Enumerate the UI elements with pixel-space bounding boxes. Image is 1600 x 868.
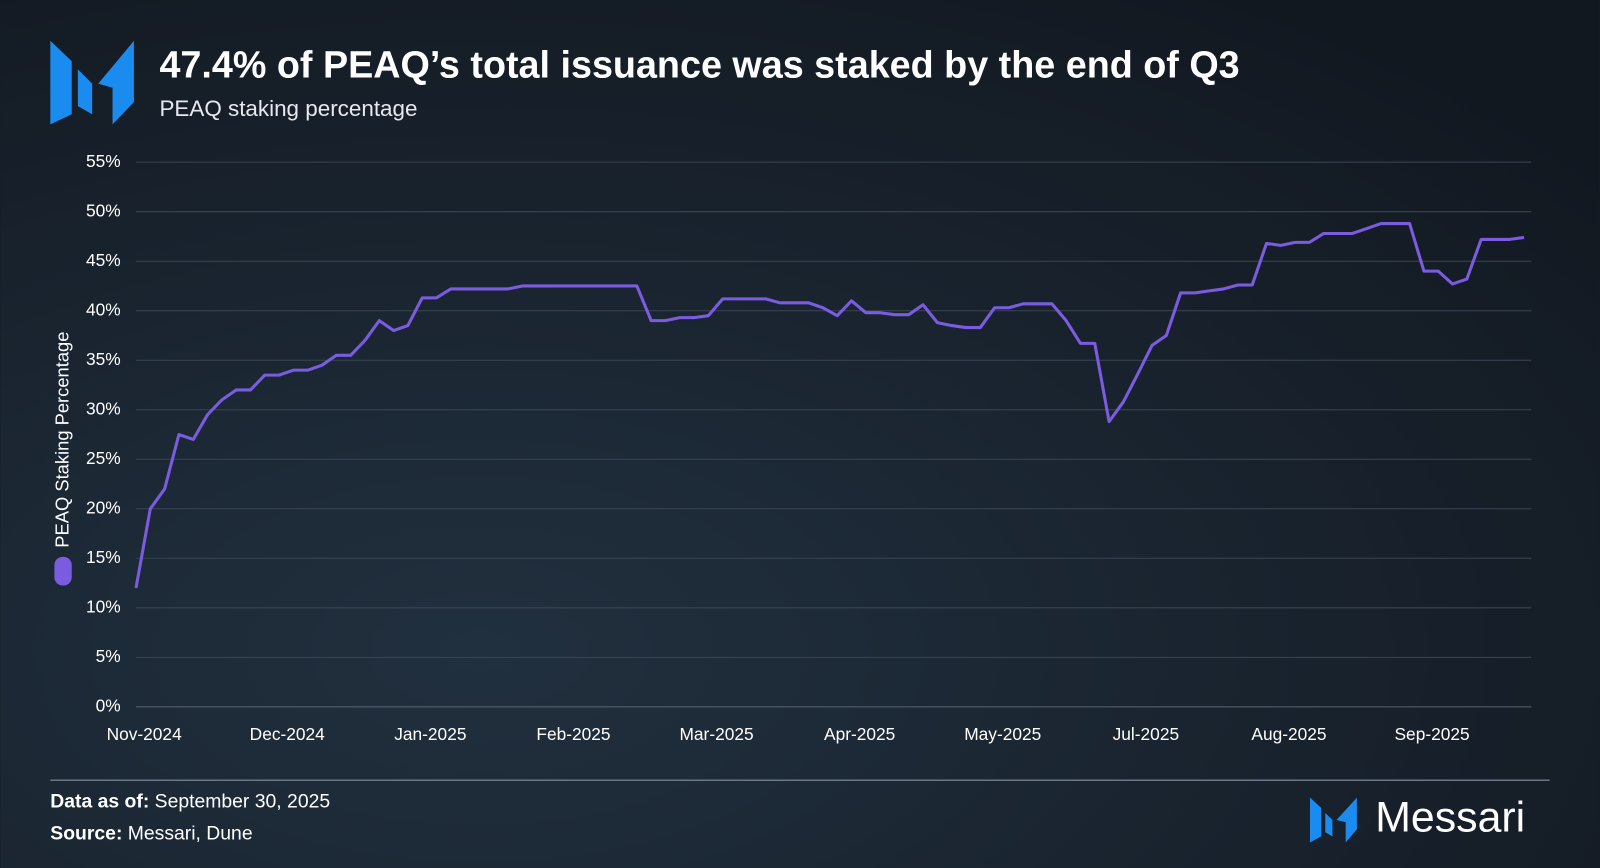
y-tick-label: 35% [86,349,121,369]
brand-name: Messari [1375,793,1525,841]
x-tick-label: Apr-2025 [824,724,895,744]
x-tick-label: May-2025 [964,724,1041,744]
y-tick-label: 20% [86,497,121,517]
y-tick-label: 15% [86,547,121,567]
legend-swatch [54,556,72,586]
y-tick-label: 50% [86,200,121,220]
date: September 30, 2025 [155,791,330,813]
x-tick-label: Feb-2025 [536,724,610,744]
x-tick-label: Jul-2025 [1113,724,1179,744]
source: Messari, Dune [128,822,253,844]
x-tick-label: Sep-2025 [1395,724,1470,744]
y-tick-label: 0% [96,695,121,715]
x-tick-label: Dec-2024 [250,724,325,744]
date-label: Data as of: [50,791,149,813]
x-tick-label: Jan-2025 [394,724,466,744]
logo [50,40,134,125]
line-series [134,222,1525,589]
y-tick-label: 25% [86,448,121,468]
y-tick-label: 40% [86,299,121,319]
x-tick-label: Mar-2025 [679,724,753,744]
x-tick-label: Nov-2024 [107,724,182,744]
plot: 0% 5% 10% 15% 20% 25% 30% 35% 40% 45% 50% 55% Nov-20… [51,151,1532,744]
y-tick-label: 45% [86,250,121,270]
legend-label: PEAQ Staking Percentage [51,332,72,548]
y-tick-label: 10% [86,596,121,616]
footer-date: Data as of: September 30, 2025 [50,791,330,813]
chart-subtitle: PEAQ staking percentage [159,96,417,121]
footer-source: Source: Messari, Dune [50,822,252,844]
y-tick-label: 30% [86,398,121,418]
chart-title: 47.4% of PEAQ’s total issuance was stake… [159,43,1239,85]
y-tick-label: 55% [86,151,121,171]
brand-logo [1309,797,1357,843]
x-tick-label: Aug-2025 [1251,724,1326,744]
y-tick-label: 5% [96,646,121,666]
source-label: Source: [50,822,122,844]
